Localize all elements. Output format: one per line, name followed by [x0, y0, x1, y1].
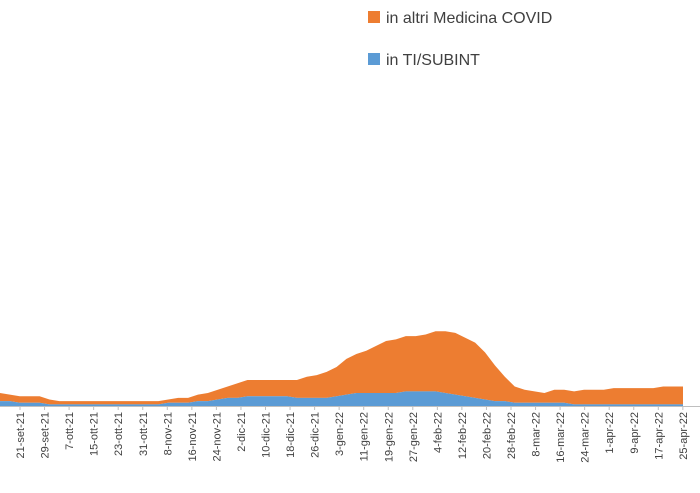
area-series-ti-subint	[0, 391, 683, 406]
x-tick-label: 15-ott-21	[89, 412, 101, 456]
x-tick-label: 3-gen-22	[334, 412, 346, 456]
x-tick-label: 26-dic-21	[310, 412, 322, 458]
x-tick-label: 20-feb-22	[481, 412, 493, 459]
x-tick-label: 7-ott-21	[64, 412, 76, 450]
legend-label-ti-subint: in TI/SUBINT	[386, 52, 480, 69]
legend-swatch-ti-subint	[368, 53, 380, 65]
x-tick-label: 18-dic-21	[285, 412, 297, 458]
x-tick-label: 29-set-21	[40, 412, 52, 458]
x-tick-label: 9-apr-22	[629, 412, 641, 454]
x-tick-label: 16-mar-22	[555, 412, 567, 463]
x-tick-label: 17-apr-22	[653, 412, 665, 460]
x-tick-label: 21-set-21	[15, 412, 27, 458]
x-tick-label: 8-mar-22	[531, 412, 543, 457]
x-tick-label: 25-apr-22	[678, 412, 690, 460]
area-series-medicina-covid	[0, 331, 683, 405]
x-tick-label: 16-nov-21	[187, 412, 199, 462]
legend-swatch-medicina	[368, 11, 380, 23]
x-tick-label: 19-gen-22	[383, 412, 395, 462]
x-tick-label: 11-gen-22	[359, 412, 371, 461]
plot-area	[0, 331, 683, 406]
legend-label-medicina: in altri Medicina COVID	[386, 10, 552, 27]
x-axis: 21-set-21 29-set-21 7-ott-21 15-ott-21 23-ot…	[0, 406, 700, 463]
x-tick-label: 28-feb-22	[506, 412, 518, 459]
legend: in altri Medicina COVID in TI/SUBINT	[368, 10, 552, 69]
x-tick-label: 24-mar-22	[580, 412, 592, 463]
x-tick-label: 4-feb-22	[432, 412, 444, 453]
x-tick-label: 31-ott-21	[138, 412, 150, 456]
x-tick-label: 8-nov-21	[162, 412, 174, 455]
x-tick-label: 10-dic-21	[261, 412, 273, 458]
x-tick-label: 12-feb-22	[457, 412, 469, 459]
x-tick-label: 24-nov-21	[211, 412, 223, 462]
x-tick-label: 1-apr-22	[604, 412, 616, 454]
x-tick-label: 23-ott-21	[113, 412, 125, 456]
x-tick-label: 2-dic-21	[236, 412, 248, 452]
x-tick-label: 27-gen-22	[408, 412, 420, 462]
